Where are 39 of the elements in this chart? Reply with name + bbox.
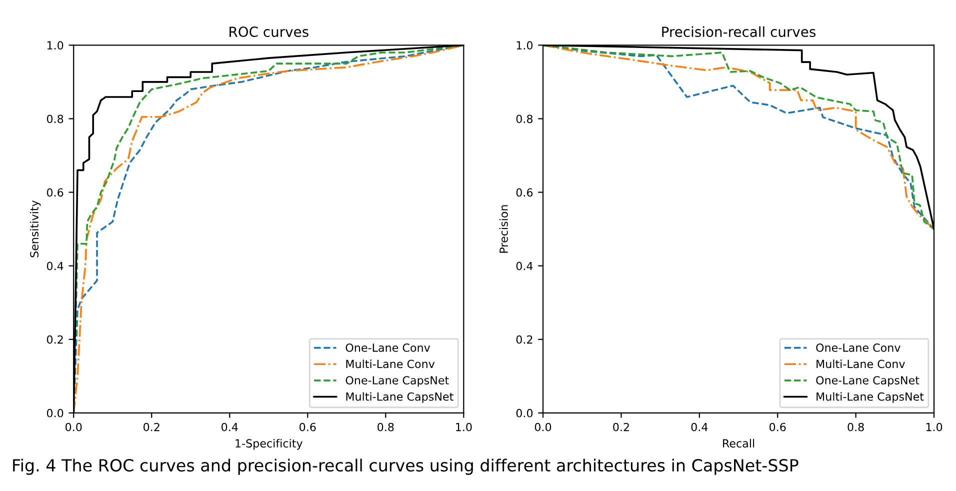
x-tick-label: 1.0 (926, 422, 942, 432)
caption: Fig. 4 The ROC curves and precision-recall curves using different architectures in CapsNet-SSP (13, 458, 798, 475)
legend-label: Multi-Lane CapsNet (816, 392, 924, 403)
x-tick-label: 0.0 (66, 422, 82, 432)
x-tick-label: 0.6 (300, 422, 316, 432)
y-tick-label: 0.2 (46, 335, 63, 344)
x-tick-label: 0.4 (691, 422, 708, 432)
legend-label: One-Lane CapsNet (346, 376, 449, 387)
legend-label: Multi-Lane Conv (816, 360, 905, 368)
y-tick-label: 0.6 (46, 188, 64, 197)
x-tick-label: 0.0 (534, 422, 552, 432)
x-tick-label: 0.8 (378, 422, 394, 432)
legend-label: One-Lane Conv (816, 343, 900, 352)
y-tick-label: 0.6 (516, 188, 533, 197)
y-tick-label: 1.0 (516, 41, 533, 50)
y-tick-label: 0.4 (516, 262, 533, 270)
x-tick-label: 1.0 (456, 422, 472, 432)
chart-title: Precision-recall curves (662, 26, 816, 38)
legend-label: One-Lane Conv (346, 343, 430, 352)
y-tick-label: 1.0 (47, 41, 64, 50)
legend-label: Multi-Lane CapsNet (346, 392, 454, 403)
y-tick-label: 0.0 (516, 408, 533, 418)
x-tick-label: 0.2 (144, 422, 160, 432)
x-tick-label: 0.2 (613, 422, 629, 432)
legend-label: One-Lane CapsNet (816, 376, 920, 387)
y-tick-label: 0.8 (46, 114, 64, 124)
x-tick-label: 0.4 (222, 422, 238, 432)
x-tick-label: 0.8 (848, 422, 864, 432)
x-axis-title: Recall (723, 438, 754, 448)
y-tick-label: 0.0 (46, 408, 64, 418)
y-tick-label: 0.4 (46, 262, 64, 270)
x-tick-label: 0.6 (770, 422, 786, 432)
chart-title: ROC curves (230, 26, 308, 38)
y-axis-title: Precision (499, 205, 508, 253)
x-axis-title: 1-Specificity (236, 438, 302, 450)
legend-label: Multi-Lane Conv (346, 360, 435, 368)
y-tick-label: 0.2 (516, 335, 532, 344)
y-tick-label: 0.8 (516, 114, 533, 124)
y-axis-title: Sensitivity (30, 200, 41, 258)
